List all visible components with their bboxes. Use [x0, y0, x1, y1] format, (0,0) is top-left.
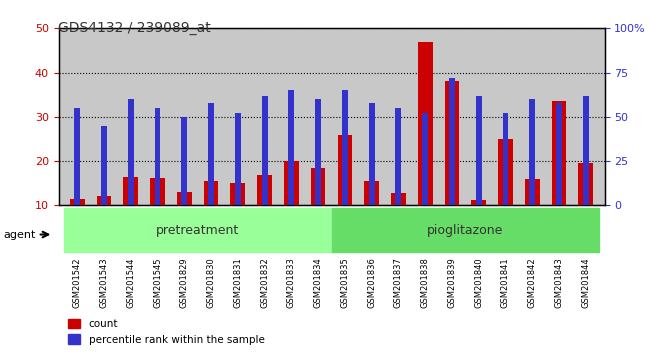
FancyBboxPatch shape — [64, 208, 332, 252]
Text: GSM201842: GSM201842 — [528, 257, 537, 308]
Bar — [342, 90, 348, 205]
Bar — [70, 199, 84, 205]
Legend: count, percentile rank within the sample: count, percentile rank within the sample — [64, 315, 268, 349]
Bar — [177, 192, 192, 205]
Bar — [284, 161, 299, 205]
Bar — [498, 139, 513, 205]
Bar — [476, 96, 482, 205]
Bar — [128, 99, 134, 205]
Bar — [578, 163, 593, 205]
Bar — [556, 103, 562, 205]
Bar — [181, 117, 187, 205]
Text: GSM201542: GSM201542 — [73, 257, 82, 308]
Bar — [208, 103, 214, 205]
Text: GSM201843: GSM201843 — [554, 257, 564, 308]
Text: GSM201835: GSM201835 — [341, 257, 350, 308]
Bar — [231, 183, 245, 205]
Text: agent: agent — [3, 230, 36, 240]
Bar — [203, 181, 218, 205]
Text: GSM201543: GSM201543 — [99, 257, 109, 308]
Bar — [445, 81, 460, 205]
Bar — [262, 96, 268, 205]
Text: GSM201831: GSM201831 — [233, 257, 242, 308]
Bar — [529, 99, 535, 205]
Bar — [311, 168, 326, 205]
Bar — [315, 99, 321, 205]
Bar — [395, 108, 401, 205]
Text: GSM201832: GSM201832 — [260, 257, 269, 308]
Text: GSM201837: GSM201837 — [394, 257, 403, 308]
Text: GSM201545: GSM201545 — [153, 257, 162, 308]
Text: GDS4132 / 239089_at: GDS4132 / 239089_at — [58, 21, 211, 35]
Bar — [235, 113, 240, 205]
Bar — [364, 181, 379, 205]
Bar — [583, 96, 589, 205]
Text: GSM201544: GSM201544 — [126, 257, 135, 308]
Bar — [418, 42, 432, 205]
Text: GSM201839: GSM201839 — [447, 257, 456, 308]
Text: GSM201840: GSM201840 — [474, 257, 483, 308]
Bar — [155, 108, 161, 205]
Bar — [257, 175, 272, 205]
FancyBboxPatch shape — [332, 208, 599, 252]
Text: pioglitazone: pioglitazone — [427, 224, 504, 236]
Text: GSM201841: GSM201841 — [501, 257, 510, 308]
Bar — [422, 113, 428, 205]
Bar — [124, 177, 138, 205]
Bar — [97, 195, 111, 205]
Text: GSM201844: GSM201844 — [581, 257, 590, 308]
Bar — [391, 193, 406, 205]
Bar — [74, 108, 80, 205]
Bar — [525, 179, 540, 205]
Bar — [552, 101, 566, 205]
Text: pretreatment: pretreatment — [156, 224, 239, 236]
Bar — [101, 126, 107, 205]
Bar — [289, 90, 294, 205]
Bar — [369, 103, 374, 205]
Text: GSM201838: GSM201838 — [421, 257, 430, 308]
Bar — [449, 78, 455, 205]
Text: GSM201830: GSM201830 — [207, 257, 216, 308]
Text: GSM201829: GSM201829 — [180, 257, 188, 308]
Bar — [150, 178, 165, 205]
Bar — [471, 200, 486, 205]
Text: GSM201833: GSM201833 — [287, 257, 296, 308]
Text: GSM201834: GSM201834 — [313, 257, 322, 308]
Bar — [502, 113, 508, 205]
Bar — [337, 135, 352, 205]
Text: GSM201836: GSM201836 — [367, 257, 376, 308]
